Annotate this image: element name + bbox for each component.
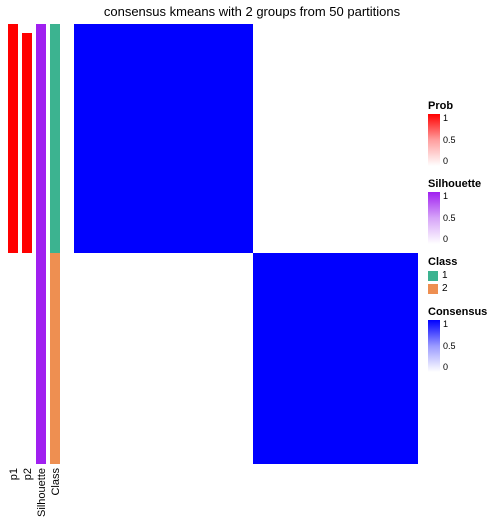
heatmap-cell (253, 253, 418, 464)
legend-ticks: 1 0.5 0 (443, 114, 456, 166)
anno-segment (50, 24, 60, 253)
legend-title: Consensus (428, 306, 500, 318)
legend-prob: Prob 1 0.5 0 (428, 100, 500, 166)
legend-tick: 0 (443, 157, 456, 166)
anno-segment (8, 24, 18, 253)
legend-tick: 1 (443, 114, 456, 123)
heatmap-row (74, 253, 418, 464)
legend-label: 1 (442, 270, 448, 281)
legend-item: 2 (428, 283, 500, 294)
legend-swatch (428, 271, 438, 281)
axis-label-p1: p1 (8, 468, 20, 480)
plot-area (8, 24, 418, 464)
anno-col-p1 (8, 24, 18, 464)
anno-segment (22, 253, 32, 464)
legend-gradient-bar (428, 114, 440, 166)
heatmap-cell (253, 24, 418, 253)
anno-segment (8, 253, 18, 464)
axis-label-silhouette: Silhouette (36, 468, 48, 517)
anno-segment (36, 24, 46, 464)
legend-area: Prob 1 0.5 0 Silhouette 1 0.5 0 Class 1 (428, 100, 500, 384)
legend-tick: 0.5 (443, 136, 456, 145)
axis-label-p2: p2 (22, 468, 34, 480)
legend-gradient-bar (428, 192, 440, 244)
anno-segment (50, 253, 60, 464)
consensus-heatmap (74, 24, 418, 464)
legend-tick: 0.5 (443, 342, 456, 351)
legend-ticks: 1 0.5 0 (443, 192, 456, 244)
axis-label-class: Class (50, 468, 62, 496)
legend-class: Class 1 2 (428, 256, 500, 294)
legend-ticks: 1 0.5 0 (443, 320, 456, 372)
legend-label: 2 (442, 283, 448, 294)
legend-tick: 1 (443, 192, 456, 201)
anno-segment (22, 24, 32, 33)
legend-consensus: Consensus 1 0.5 0 (428, 306, 500, 372)
legend-item: 1 (428, 270, 500, 281)
legend-tick: 0 (443, 235, 456, 244)
legend-tick: 1 (443, 320, 456, 329)
legend-title: Silhouette (428, 178, 500, 190)
legend-tick: 0.5 (443, 214, 456, 223)
legend-title: Prob (428, 100, 500, 112)
anno-col-class (50, 24, 60, 464)
legend-title: Class (428, 256, 500, 268)
heatmap-cell (74, 24, 253, 253)
anno-gap (60, 24, 74, 464)
legend-swatch (428, 284, 438, 294)
anno-segment (22, 33, 32, 253)
legend-gradient-bar (428, 320, 440, 372)
heatmap-row (74, 24, 418, 253)
anno-col-p2 (22, 24, 32, 464)
legend-tick: 0 (443, 363, 456, 372)
chart-title: consensus kmeans with 2 groups from 50 p… (0, 4, 504, 19)
legend-silhouette: Silhouette 1 0.5 0 (428, 178, 500, 244)
heatmap-cell (74, 253, 253, 464)
anno-col-silhouette (36, 24, 46, 464)
